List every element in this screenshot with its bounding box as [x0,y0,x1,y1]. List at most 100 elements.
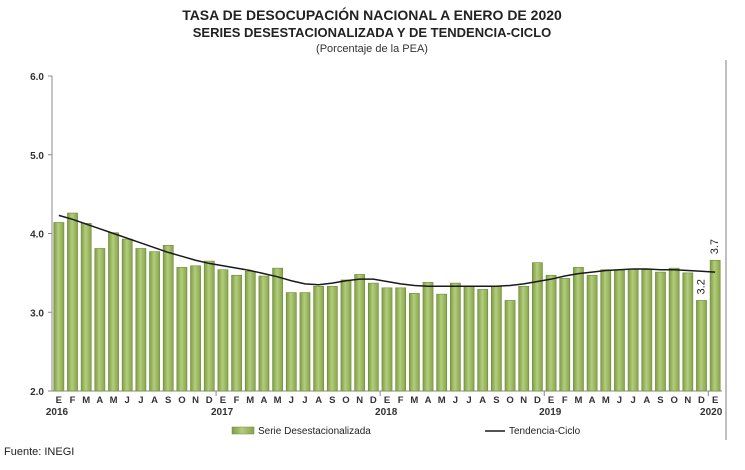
bar [545,274,557,392]
x-tick-label: E [56,395,62,406]
x-tick-label: J [138,395,143,406]
chart-subtitle: SERIES DESESTACIONALIZADA Y DE TENDENCIA… [193,25,552,40]
bar [463,285,475,392]
x-tick-label: A [96,395,103,406]
bar [108,232,119,392]
x-tick-label: J [453,395,458,406]
year-label: 2018 [375,407,398,418]
bar [162,245,174,392]
x-tick-label: O [342,395,349,406]
x-tick-label: E [548,395,554,406]
x-tick-label: A [261,395,268,406]
trend-line [58,214,716,288]
x-tick-label: A [151,395,158,406]
bar [408,293,420,392]
bar [272,267,283,392]
y-tick-label: 5.0 [30,151,44,162]
bar [436,293,448,392]
x-tick-label: A [425,395,432,406]
legend-bar-swatch [231,426,255,435]
bar [709,259,721,392]
x-tick-label: M [602,395,610,406]
data-label: 3.7 [709,239,721,254]
bar [504,300,516,392]
bar [340,279,352,392]
bar [217,269,229,392]
x-tick-label: N [684,395,691,406]
x-tick-label: J [125,395,130,406]
x-tick-label: D [206,395,213,406]
x-tick-label: O [178,395,185,406]
bar [518,285,530,392]
chart-title: TASA DE DESOCUPACIÓN NACIONAL A ENERO DE… [182,6,562,23]
bar [422,282,434,392]
source-note: Fuente: INEGI [4,446,74,458]
x-tick-label: M [110,395,118,406]
x-tick-label: M [274,395,282,406]
x-tick-label: M [82,395,90,406]
x-tick-label: D [534,395,541,406]
year-label: 2017 [211,407,234,418]
x-tick-label: E [712,395,718,406]
x-tick-label: E [220,395,226,406]
x-tick-label: J [630,395,635,406]
y-tick-label: 6.0 [30,72,44,83]
bar [285,292,297,392]
x-tick-label: M [246,395,254,406]
x-tick-label: O [506,395,513,406]
x-tick-label: S [657,395,663,406]
bar [586,274,598,392]
legend-bar-label: Serie Desestacionalizada [258,426,371,437]
bar [299,292,311,392]
bar [53,222,65,392]
x-tick-label: D [698,395,705,406]
y-tick-label: 2.0 [30,387,44,398]
bar [477,289,489,392]
data-label: 3.2 [695,279,707,294]
x-tick-label: M [574,395,582,406]
bar [135,248,147,392]
x-tick-label: A [479,395,486,406]
bar [94,248,106,392]
x-tick-label: N [192,395,199,406]
bar [627,268,639,392]
legend-line-label: Tendencia-Ciclo [509,426,581,437]
x-tick-label: E [384,395,390,406]
x-tick-label: F [398,395,404,406]
x-tick-label: N [356,395,363,406]
bar [668,267,680,392]
bar [532,262,543,392]
bar [190,265,201,392]
x-tick-label: J [289,395,294,406]
y-tick-label: 4.0 [30,230,44,241]
bar [573,267,584,392]
bar [80,222,92,392]
bar [67,212,78,392]
year-label: 2019 [539,407,562,418]
bar [121,238,133,392]
bar [203,260,215,392]
x-tick-label: A [643,395,650,406]
x-tick-label: A [315,395,322,406]
bar [682,272,694,392]
x-tick-label: M [410,395,418,406]
x-tick-label: S [165,395,171,406]
bar [559,278,571,392]
bar [600,269,612,392]
x-tick-label: M [438,395,446,406]
year-label: 2020 [700,407,723,418]
bar [614,269,625,392]
y-tick-label: 3.0 [30,308,44,319]
x-tick-label: J [466,395,471,406]
bar [395,287,407,392]
x-tick-label: S [493,395,499,406]
x-tick-label: F [562,395,568,406]
x-tick-label: S [329,395,335,406]
x-tick-label: O [670,395,677,406]
bar [491,285,502,392]
bar [231,274,242,392]
bar [696,300,707,392]
bar [176,267,188,392]
x-tick-label: F [234,395,240,406]
